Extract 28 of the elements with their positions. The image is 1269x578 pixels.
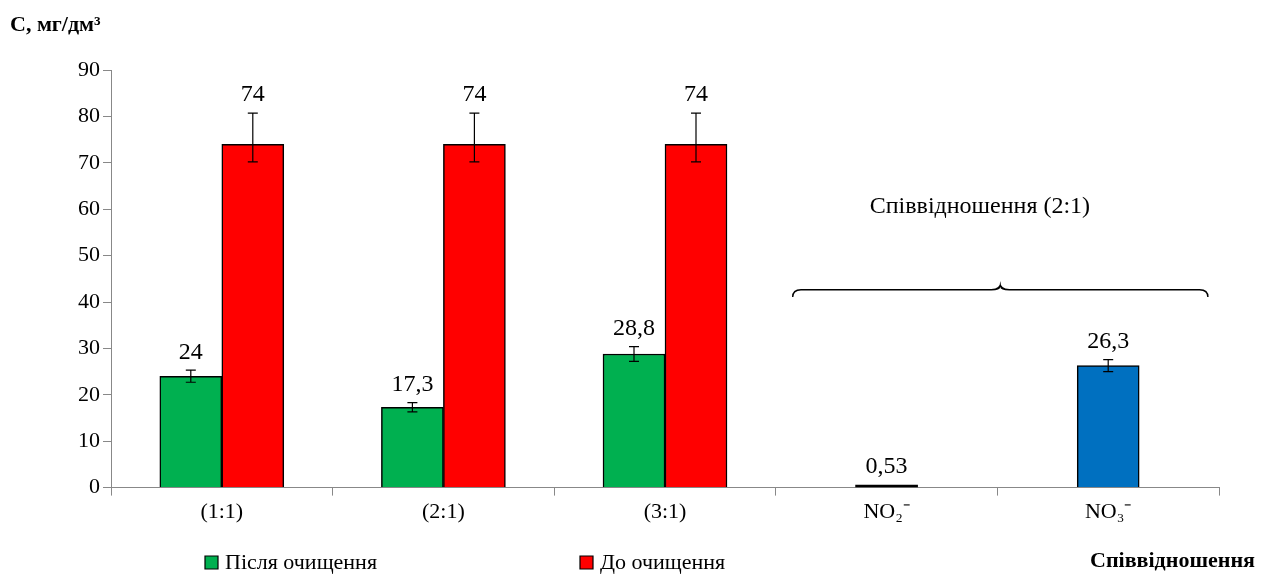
legend-label: До очищення — [600, 548, 726, 574]
x-tick-label: NO₃⁻ — [1084, 497, 1132, 523]
data-label: 74 — [240, 80, 265, 107]
data-label: 74 — [684, 80, 708, 107]
x-tick-label: (1:1) — [200, 497, 244, 523]
x-axis-title: Співвідношення — [1090, 546, 1256, 572]
data-label: 28,8 — [613, 313, 655, 340]
data-label: 24 — [178, 337, 203, 364]
y-tick-label: 50 — [78, 241, 100, 267]
annotation: Співвідношення (2:1) — [869, 191, 1091, 218]
y-tick-label: 90 — [78, 55, 100, 81]
y-tick-label: 30 — [78, 334, 100, 360]
x-tick-label: (2:1) — [422, 497, 465, 523]
legend-label: Після очищення — [225, 548, 378, 574]
data-label: 26,3 — [1087, 326, 1130, 353]
x-tick-label: (3:1) — [643, 497, 687, 523]
y-tick-label: 10 — [78, 426, 100, 452]
y-tick-label: 0 — [89, 473, 100, 499]
data-label: 17,3 — [391, 369, 434, 396]
y-tick-label: 70 — [78, 148, 100, 174]
y-tick-label: 60 — [78, 194, 100, 220]
data-label: 74 — [462, 80, 487, 107]
y-tick-label: 40 — [78, 287, 100, 313]
x-tick-label: NO₂⁻ — [863, 497, 910, 523]
y-tick-label: 20 — [78, 380, 100, 406]
data-label: 0,53 — [865, 452, 908, 479]
y-tick-label: 80 — [78, 102, 100, 128]
y-axis-title: С, мг/дм³ — [10, 10, 102, 36]
